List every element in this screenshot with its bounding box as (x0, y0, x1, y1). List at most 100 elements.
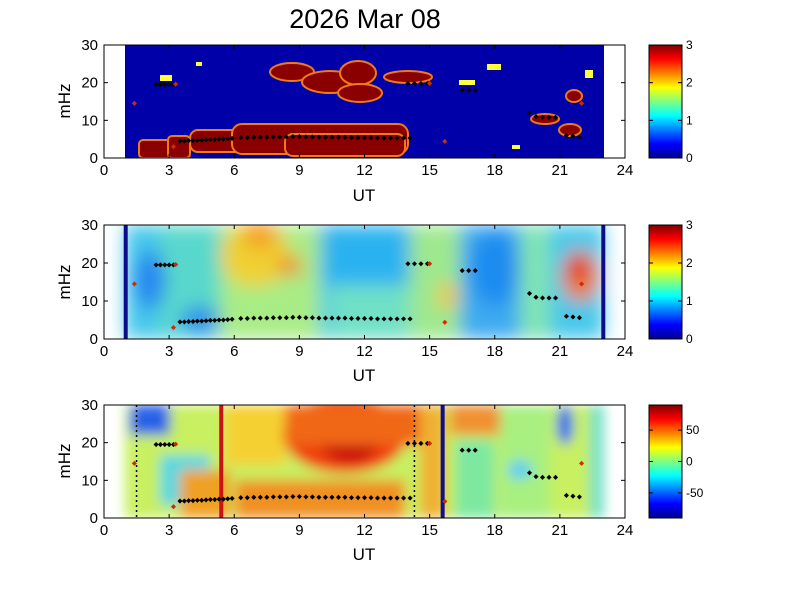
y-tick-label: 0 (90, 150, 98, 167)
panel-3: 0 3 6 9 12 15 18 21 24 0 10 20 30 UT mHz 50 0 -50 (55, 397, 704, 564)
data-point (546, 295, 552, 301)
data-point (199, 137, 205, 143)
y-tick-label: 20 (81, 435, 98, 452)
y-tick-label: 20 (81, 255, 98, 272)
data-point (407, 316, 413, 322)
data-point (283, 134, 289, 140)
data-point (153, 262, 159, 268)
colorbar-tick-label: 50 (686, 423, 700, 437)
data-point (244, 495, 250, 501)
colorbar-ticks: 0 1 2 3 (649, 218, 693, 346)
data-point (162, 442, 168, 448)
data-point (244, 315, 250, 322)
data-point (229, 316, 235, 322)
data-point (203, 137, 209, 143)
data-point (361, 495, 368, 501)
x-ticks: 0 3 6 9 12 15 18 21 24 (100, 225, 634, 360)
data-point (411, 261, 417, 267)
data-point (472, 268, 478, 274)
x-tick-label: 15 (421, 343, 438, 360)
data-point (368, 495, 374, 501)
data-point (173, 441, 179, 447)
x-tick-label: 6 (230, 343, 238, 360)
y-axis-label: mHz (55, 444, 74, 479)
data-point (181, 138, 187, 144)
colorbar-tick-label: 2 (686, 76, 693, 90)
high-region (337, 83, 383, 103)
data-point (361, 135, 368, 141)
y-tick-label: 10 (81, 472, 98, 489)
data-point (212, 136, 218, 143)
data-point (131, 460, 137, 466)
data-point (374, 316, 381, 322)
x-tick-label: 24 (617, 343, 634, 360)
data-point (181, 319, 187, 325)
y-ticks: 0 10 20 30 (81, 37, 625, 167)
x-tick-label: 9 (295, 522, 303, 539)
data-point (418, 80, 424, 86)
data-point (207, 136, 213, 143)
data-point (322, 494, 328, 500)
data-point (220, 496, 226, 502)
data-point (526, 290, 533, 296)
data-point (283, 315, 289, 321)
data-point (207, 496, 213, 503)
data-point (309, 315, 315, 321)
data-point (374, 135, 381, 141)
data-point (173, 81, 179, 87)
data-point (238, 135, 244, 141)
data-point (329, 315, 335, 321)
data-point (229, 135, 235, 141)
data-point (257, 134, 263, 140)
colorbar-tick-label: 0 (686, 151, 693, 165)
y-tick-label: 30 (81, 217, 98, 234)
data-point (472, 447, 478, 453)
data-point (177, 498, 183, 504)
y-tick-label: 10 (81, 112, 98, 129)
x-tick-label: 6 (230, 162, 238, 179)
data-point (394, 135, 400, 141)
data-point (401, 495, 407, 501)
y-tick-label: 30 (81, 397, 98, 414)
data-point (411, 440, 417, 446)
data-point (355, 315, 361, 322)
x-tick-label: 21 (552, 162, 569, 179)
data-point (244, 135, 250, 141)
x-tick-label: 18 (486, 343, 503, 360)
data-point (526, 470, 533, 476)
data-point (388, 495, 394, 501)
data-point (394, 316, 400, 322)
y-tick-label: 10 (81, 293, 98, 310)
data-point (427, 440, 433, 446)
x-tick-label: 12 (356, 343, 373, 360)
data-point (563, 492, 569, 498)
data-point (251, 315, 257, 321)
data-point (277, 494, 283, 500)
data-point (225, 317, 231, 323)
data-point (407, 495, 413, 501)
x-tick-label: 18 (486, 162, 503, 179)
data-point (229, 495, 235, 501)
data-point (216, 136, 222, 142)
data-point (270, 134, 276, 140)
data-point (199, 318, 205, 324)
colorbar (648, 404, 683, 519)
data-point (579, 281, 585, 287)
x-axis-label: UT (353, 545, 376, 564)
colorbar-tick-label: 0 (686, 332, 693, 346)
high-region (558, 123, 582, 137)
data-point (401, 316, 407, 322)
data-point (388, 316, 394, 322)
data-point (153, 442, 159, 448)
data-point (177, 138, 183, 144)
data-point (303, 494, 309, 500)
data-point (381, 316, 387, 322)
vertical-lines (123, 225, 606, 339)
data-point (238, 315, 244, 322)
data-point (173, 261, 179, 268)
data-point (257, 315, 263, 321)
x-ticks: 0 3 6 9 12 15 18 21 24 (100, 45, 633, 179)
y-tick-label: 30 (81, 37, 98, 54)
data-point (329, 494, 335, 500)
data-point (361, 315, 368, 322)
